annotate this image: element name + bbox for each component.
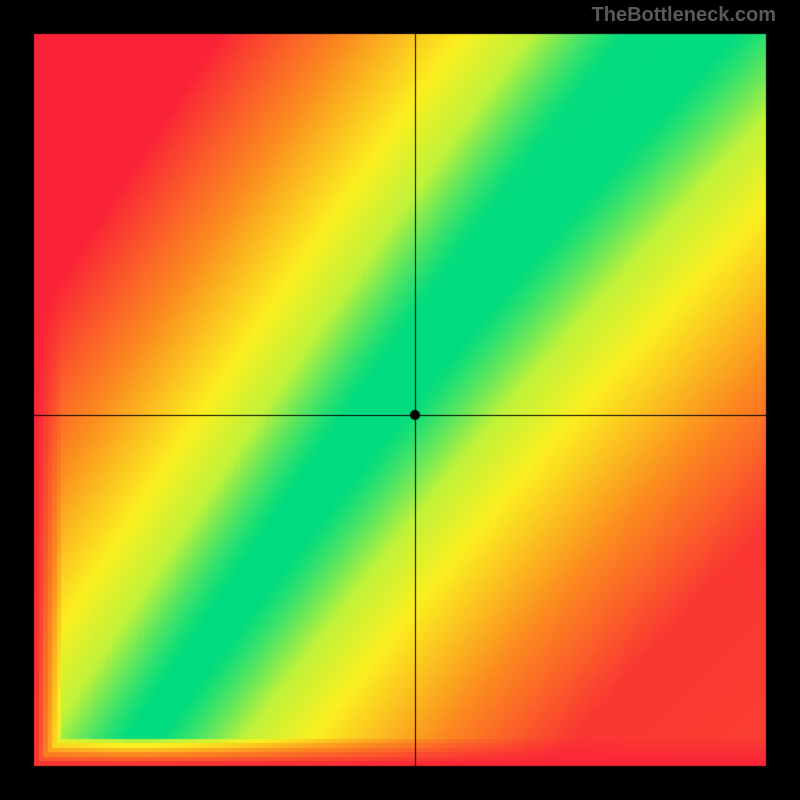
watermark-text: TheBottleneck.com xyxy=(592,4,776,27)
heatmap-canvas xyxy=(0,0,800,800)
chart-container: TheBottleneck.com xyxy=(0,0,800,800)
